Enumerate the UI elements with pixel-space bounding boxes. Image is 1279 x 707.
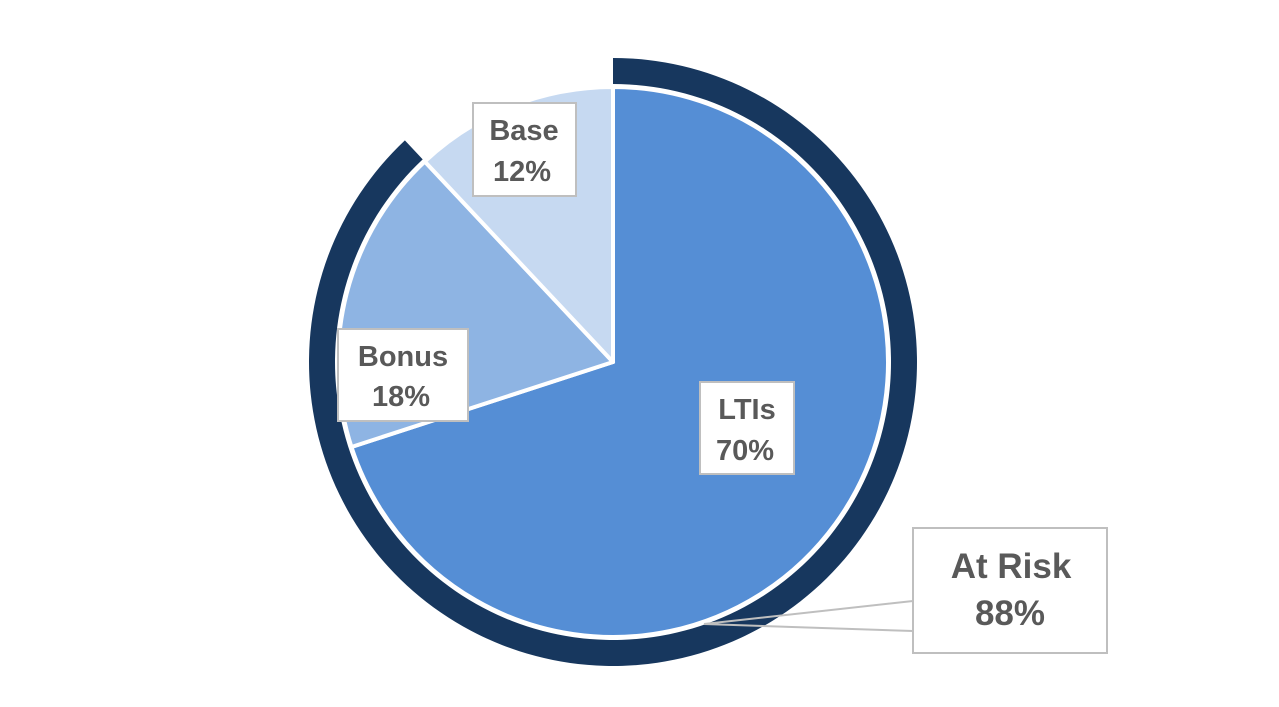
label-at-risk-name: At Risk (951, 547, 1072, 586)
label-box-at-risk (912, 527, 1108, 654)
label-ltis-name: LTIs (718, 394, 775, 426)
label-base-name: Base (489, 115, 558, 147)
label-ltis: LTIs 70% (699, 381, 795, 475)
label-at-risk-value: 88% (975, 594, 1045, 633)
label-bonus: Bonus 18% (337, 328, 469, 422)
label-box-ltis (699, 381, 795, 475)
label-ltis-value: 70% (716, 435, 774, 467)
label-box-base (472, 102, 577, 197)
label-bonus-value: 18% (372, 381, 430, 413)
label-box-bonus (337, 328, 469, 422)
callout-leader-layer (703, 600, 914, 632)
pie-slice-ltis (349, 85, 890, 639)
label-bonus-name: Bonus (358, 341, 448, 373)
label-base: Base 12% (472, 102, 577, 197)
label-at-risk: At Risk 88% (912, 527, 1108, 654)
at-risk-leader-line (703, 600, 914, 632)
label-base-value: 12% (493, 156, 551, 188)
